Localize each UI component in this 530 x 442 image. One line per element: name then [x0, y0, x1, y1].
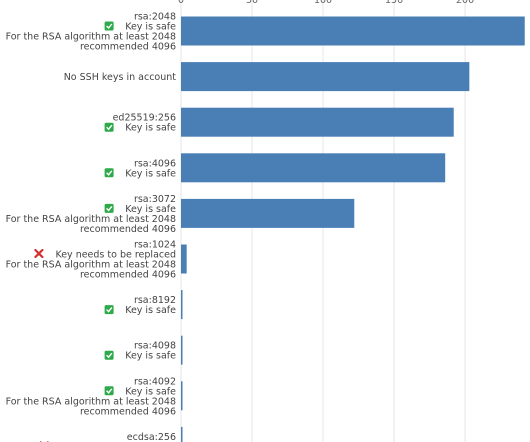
check-icon [104, 386, 114, 396]
bars [181, 16, 525, 442]
bar [181, 290, 183, 320]
x-tick-label: 50 [246, 0, 258, 6]
category-label-line: Key needs to be replaced [55, 250, 176, 261]
x-axis-ticks: 0 50 100 150 200 [178, 0, 474, 6]
check-mark [106, 23, 113, 30]
category-label-line: ecdsa:256 [127, 432, 176, 442]
category-label-line: rsa:4098 [134, 341, 176, 352]
category-label: No SSH keys in account [64, 72, 177, 83]
bar [181, 153, 446, 183]
category-label-line: Key is safe [125, 204, 176, 215]
bar [181, 16, 525, 46]
category-label-line: Key is safe [125, 168, 176, 179]
category-label-line: Key is safe [125, 305, 176, 316]
cross-icon [34, 248, 44, 259]
category-label-line: Key is safe [125, 351, 176, 362]
bar [181, 335, 183, 365]
category-label-line: ed25519:256 [113, 113, 176, 124]
category-label-line: rsa:3072 [134, 194, 176, 205]
category-label-line: rsa:4096 [134, 158, 176, 169]
bar [181, 426, 183, 442]
category-label-line: recommended 4096 [80, 224, 176, 235]
bar [181, 198, 355, 228]
category-label-line: recommended 4096 [80, 270, 176, 281]
check-icon [104, 122, 114, 132]
check-icon [104, 21, 114, 31]
category-label-line: Key is safe [125, 123, 176, 134]
category-label-line: rsa:2048 [134, 12, 176, 23]
bar [181, 381, 183, 411]
check-icon [104, 168, 114, 178]
category-label-line: For the RSA algorithm at least 2048 [6, 32, 176, 43]
category-label-line: rsa:4092 [134, 376, 176, 387]
x-tick-label: 150 [385, 0, 403, 6]
check-mark [106, 307, 113, 313]
category-label-line: No SSH keys in account [64, 72, 177, 83]
check-icon [104, 350, 114, 360]
check-mark [106, 352, 113, 359]
category-label: ecdsa:256For the ECDSA algorithm [39, 432, 176, 442]
category-label-line: recommended 4096 [80, 42, 176, 53]
category-label-line: Key is safe [125, 386, 176, 397]
check-icon [104, 203, 114, 213]
category-label-line: For the RSA algorithm at least 2048 [6, 396, 176, 407]
category-label-line: For the RSA algorithm at least 2048 [6, 214, 176, 225]
bar [181, 107, 454, 137]
check-mark [106, 388, 113, 394]
x-tick-label: 200 [456, 0, 474, 6]
bar [181, 62, 470, 92]
check-mark [106, 205, 113, 212]
x-tick-label: 100 [314, 0, 332, 6]
check-mark [106, 124, 113, 131]
bar [181, 244, 187, 274]
x-tick-label: 0 [178, 0, 184, 6]
check-icon [104, 305, 114, 315]
category-label-line: rsa:8192 [134, 295, 176, 306]
category-label-line: Key is safe [125, 22, 176, 33]
category-label-line: For the RSA algorithm at least 2048 [6, 260, 176, 271]
category-label-line: rsa:1024 [134, 240, 176, 251]
category-label-line: recommended 4096 [80, 406, 176, 417]
check-mark [106, 170, 113, 176]
